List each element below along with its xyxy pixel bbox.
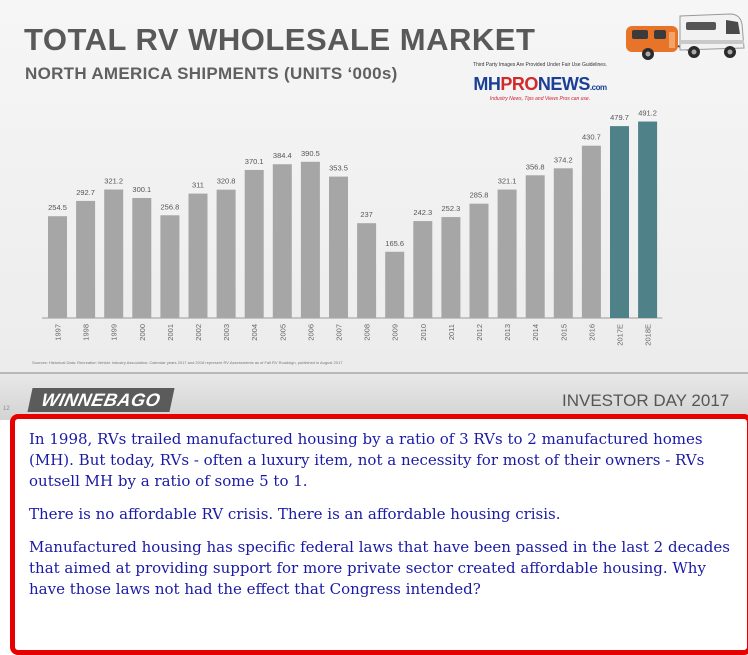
x-tick-label-2015: 2015 (559, 324, 568, 341)
bar-2014 (525, 175, 545, 318)
mhpronews-logo: MHPRONEWS.com (455, 74, 625, 95)
x-tick-label-2013: 2013 (503, 324, 512, 341)
x-tick-label-2003: 2003 (222, 324, 231, 341)
x-tick-label-2004: 2004 (250, 324, 259, 341)
commentary-box: In 1998, RVs trailed manufactured housin… (10, 414, 748, 655)
x-tick-label-2000: 2000 (138, 324, 147, 341)
bar-2005 (272, 164, 292, 318)
x-tick-label-1997: 1997 (54, 324, 63, 341)
x-tick-label-2011: 2011 (447, 324, 456, 340)
bar-2016 (581, 145, 601, 318)
logo-pro: PRO (500, 74, 538, 94)
bar-2013 (497, 189, 517, 318)
bar-1997 (48, 216, 67, 318)
footer-divider (0, 372, 748, 374)
logo-dotcom: .com (589, 83, 607, 92)
bar-2011 (441, 217, 461, 318)
value-label-2013: 321.1 (498, 177, 517, 186)
value-label-2016: 430.7 (582, 133, 601, 142)
value-label-2000: 300.1 (132, 185, 151, 194)
x-tick-label-1999: 1999 (110, 324, 119, 341)
value-label-1998: 292.7 (76, 188, 95, 197)
bar-2006 (300, 161, 320, 318)
value-label-2003: 320.8 (217, 177, 236, 186)
value-label-2017E: 479.7 (610, 113, 629, 122)
rv-vehicles-icon (626, 13, 745, 60)
value-label-2002: 311 (192, 181, 204, 190)
x-tick-label-2018E: 2018E (644, 324, 653, 346)
slide-footer: 12 WINNEBAGO INVESTOR DAY 2017 (0, 372, 748, 420)
chart-title: TOTAL RV WHOLESALE MARKET (24, 22, 536, 57)
value-label-2010: 242.3 (413, 208, 432, 217)
x-tick-label-2010: 2010 (419, 324, 428, 341)
bar-2015 (553, 168, 573, 318)
bar-2004 (244, 169, 264, 318)
bar-2003 (216, 189, 236, 318)
x-tick-label-2006: 2006 (306, 324, 315, 341)
value-label-2012: 285.8 (470, 191, 489, 200)
bar-chart: 254.5 1997 292.7 1998 321.2 1999 300.1 2000 256.… (42, 109, 663, 346)
value-label-2008: 237 (360, 210, 373, 219)
x-tick-label-2008: 2008 (363, 324, 372, 341)
value-label-2011: 252.3 (442, 204, 461, 213)
bar-2018E (638, 121, 658, 319)
bar-2008 (357, 223, 377, 318)
commentary-paragraph-3: Manufactured housing has specific federa… (29, 538, 730, 598)
x-tick-label-2017E: 2017E (616, 324, 625, 346)
bar-1999 (104, 189, 124, 318)
logo-tagline: Industry News, Tips and Views Pros can u… (489, 96, 591, 102)
logo-news: NEWS (537, 74, 591, 94)
value-label-2005: 384.4 (273, 151, 292, 160)
x-tick-label-2007: 2007 (335, 324, 344, 341)
mhpronews-watermark: Third Party Images Are Provided Under Fa… (455, 62, 625, 124)
chart-subtitle: NORTH AMERICA SHIPMENTS (UNITS ‘000s) (25, 64, 398, 83)
bar-2012 (469, 203, 489, 318)
value-label-2014: 356.8 (526, 162, 545, 171)
value-label-2015: 374.2 (554, 155, 573, 164)
x-tick-label-2001: 2001 (166, 324, 175, 341)
x-tick-label-2009: 2009 (391, 324, 400, 341)
x-tick-label-2005: 2005 (278, 324, 287, 341)
chart-slide: TOTAL RV WHOLESALE MARKET NORTH AMERICA … (0, 0, 748, 372)
value-label-2001: 256.8 (161, 202, 180, 211)
x-tick-label-2014: 2014 (531, 324, 540, 341)
commentary-paragraph-1: In 1998, RVs trailed manufactured housin… (29, 430, 705, 490)
bar-2001 (160, 215, 180, 318)
x-tick-label-2016: 2016 (587, 324, 596, 341)
x-tick-label-2012: 2012 (475, 324, 484, 341)
source-note: Sources: Historical Data: Recreation Veh… (32, 360, 343, 365)
value-label-2007: 353.5 (329, 164, 348, 173)
bar-2017E (610, 126, 629, 319)
x-tick-label-1998: 1998 (82, 324, 91, 341)
bar-2000 (132, 197, 152, 318)
bar-2007 (329, 176, 348, 318)
value-label-1999: 321.2 (104, 177, 123, 186)
value-label-2006: 390.5 (301, 149, 320, 158)
fair-use-notice: Third Party Images Are Provided Under Fa… (473, 62, 607, 68)
bar-2002 (188, 193, 208, 318)
slide-number: 12 (3, 406, 10, 412)
bar-2010 (413, 221, 433, 318)
value-label-2004: 370.1 (245, 157, 264, 166)
investor-day-label: INVESTOR DAY 2017 (562, 391, 730, 410)
value-label-1997: 254.5 (48, 203, 67, 212)
value-label-2018E: 491.2 (638, 109, 657, 118)
x-tick-label-2002: 2002 (194, 324, 203, 341)
bar-1998 (76, 200, 96, 318)
bar-2009 (385, 251, 405, 318)
commentary-paragraph-2: There is no affordable RV crisis. There … (29, 505, 561, 523)
value-label-2009: 165.6 (385, 239, 404, 248)
logo-mh: MH (473, 74, 501, 94)
winnebago-logo: WINNEBAGO (27, 388, 175, 412)
